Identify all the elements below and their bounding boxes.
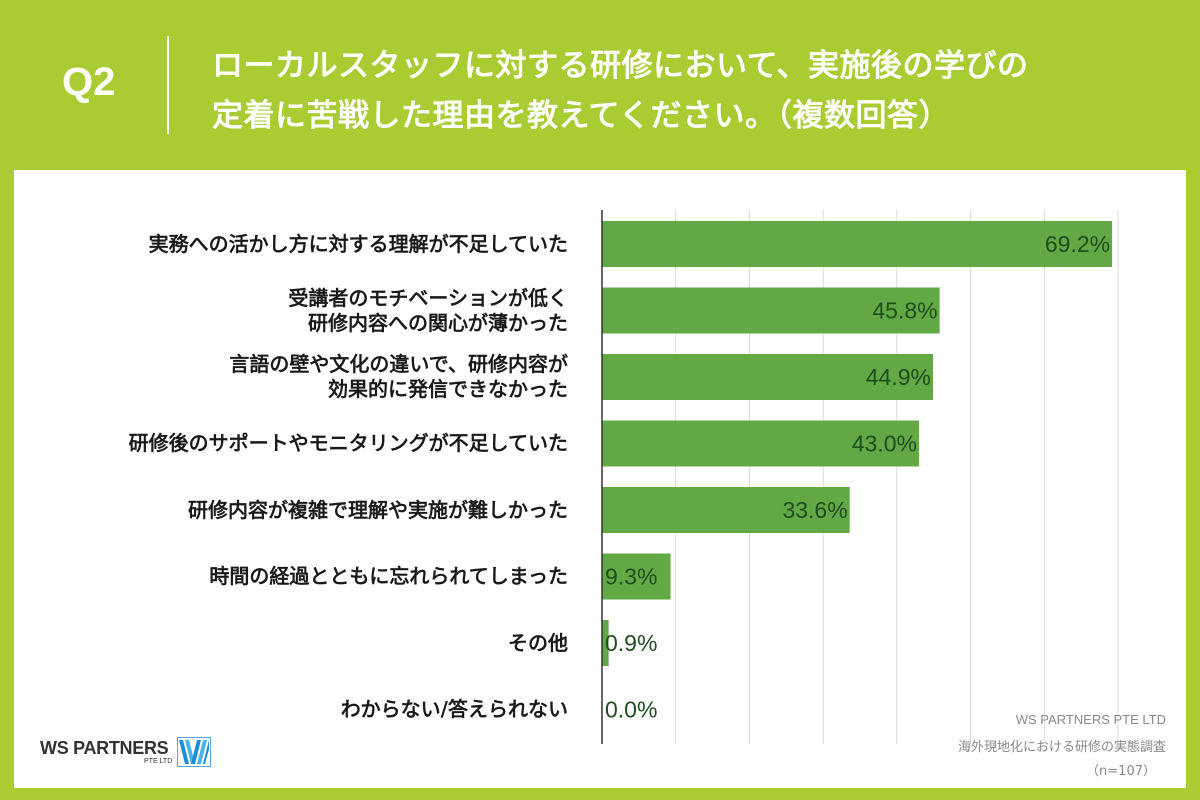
value-label-7: 0.0% <box>605 697 657 723</box>
bar-1 <box>602 287 940 334</box>
value-label-1: 45.8% <box>872 298 937 324</box>
question-number: Q2 <box>62 60 116 104</box>
bar-0 <box>602 221 1113 267</box>
category-label-3: 研修後のサポートやモニタリングが不足していた <box>128 431 568 455</box>
sample-size: （n=107） <box>1086 764 1156 779</box>
bar-chart: 69.2% 45.8% 44.9% 43.0% 33.6% 9.3% 0.9% 0.0% <box>601 210 1119 744</box>
value-label-4: 33.6% <box>782 497 847 523</box>
category-label-7: わからない/答えられない <box>340 697 568 721</box>
value-label-6: 0.9% <box>605 630 657 656</box>
category-label-1: 受講者のモチベーションが低く 研修内容への関心が薄かった <box>288 285 568 335</box>
header-divider <box>167 36 169 134</box>
source-company: WS PARTNERS PTE LTD <box>1015 712 1166 727</box>
bar-4 <box>602 487 850 533</box>
category-label-0: 実務への活かし方に対する理解が不足していた <box>148 231 568 256</box>
category-label-6: その他 <box>508 630 568 655</box>
value-label-3: 43.0% <box>852 431 917 457</box>
category-label-4: 研修内容が複雑で理解や実施が難しかった <box>188 497 568 522</box>
question-title-line1: ローカルスタッフに対する研修において、実施後の学びの <box>212 48 1029 84</box>
bar-6 <box>602 620 609 666</box>
chart-panel: 69.2% 45.8% 44.9% 43.0% 33.6% 9.3% 0.9% 0.0% 実務… <box>14 170 1186 788</box>
value-label-0: 69.2% <box>1045 231 1110 257</box>
bar-2 <box>602 354 933 400</box>
value-label-5: 9.3% <box>605 564 657 590</box>
bar-5 <box>602 553 671 600</box>
category-label-5: 時間の経過とともに忘れられてしまった <box>209 564 568 588</box>
category-label-2: 言語の壁や文化の違いで、研修内容が 効果的に発信できなかった <box>229 352 568 401</box>
header: Q2 ローカルスタッフに対する研修において、実施後の学びの 定着に苦戦した理由を… <box>0 0 1200 170</box>
source-survey: 海外現地化における研修の実態調査 <box>957 740 1166 755</box>
bar-3 <box>602 420 919 467</box>
logo-subtext: PTE LTD <box>144 758 173 765</box>
logo-text: WS PARTNERS <box>40 738 169 758</box>
ws-logo-icon <box>177 737 211 767</box>
value-label-2: 44.9% <box>866 364 931 390</box>
question-title-line2: 定着に苦戦した理由を教えてください。（複数回答） <box>212 98 951 134</box>
